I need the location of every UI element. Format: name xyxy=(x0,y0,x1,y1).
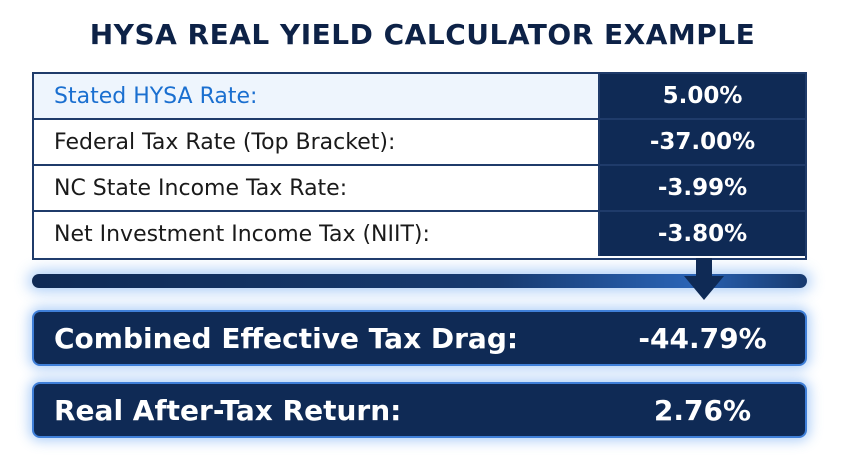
table-row-niit: Net Investment Income Tax (NIIT): -3.80% xyxy=(34,212,805,256)
combined-tax-drag-value: -44.79% xyxy=(638,321,767,355)
state-tax-value: -3.99% xyxy=(600,166,805,210)
stated-rate-value: 5.00% xyxy=(600,74,805,118)
divider-bar xyxy=(32,274,807,288)
tax-rate-table: Stated HYSA Rate: 5.00% Federal Tax Rate… xyxy=(32,72,807,260)
table-row-stated-rate: Stated HYSA Rate: 5.00% xyxy=(34,74,805,120)
stated-rate-label: Stated HYSA Rate: xyxy=(34,74,600,118)
real-after-tax-return-value: 2.76% xyxy=(653,393,752,427)
combined-tax-drag-box: Combined Effective Tax Drag: -44.79% xyxy=(32,310,807,366)
real-after-tax-return-label: Real After-Tax Return: xyxy=(54,393,402,427)
federal-tax-value: -37.00% xyxy=(600,120,805,164)
niit-value: -3.80% xyxy=(600,212,805,256)
table-row-state-tax: NC State Income Tax Rate: -3.99% xyxy=(34,166,805,212)
real-after-tax-return-box: Real After-Tax Return: 2.76% xyxy=(32,382,807,438)
federal-tax-label: Federal Tax Rate (Top Bracket): xyxy=(34,120,600,164)
table-row-federal-tax: Federal Tax Rate (Top Bracket): -37.00% xyxy=(34,120,805,166)
niit-label: Net Investment Income Tax (NIIT): xyxy=(34,212,600,256)
page-title: HYSA REAL YIELD CALCULATOR EXAMPLE xyxy=(89,18,756,51)
combined-tax-drag-label: Combined Effective Tax Drag: xyxy=(54,321,519,355)
state-tax-label: NC State Income Tax Rate: xyxy=(34,166,600,210)
down-arrow-icon xyxy=(684,258,724,300)
